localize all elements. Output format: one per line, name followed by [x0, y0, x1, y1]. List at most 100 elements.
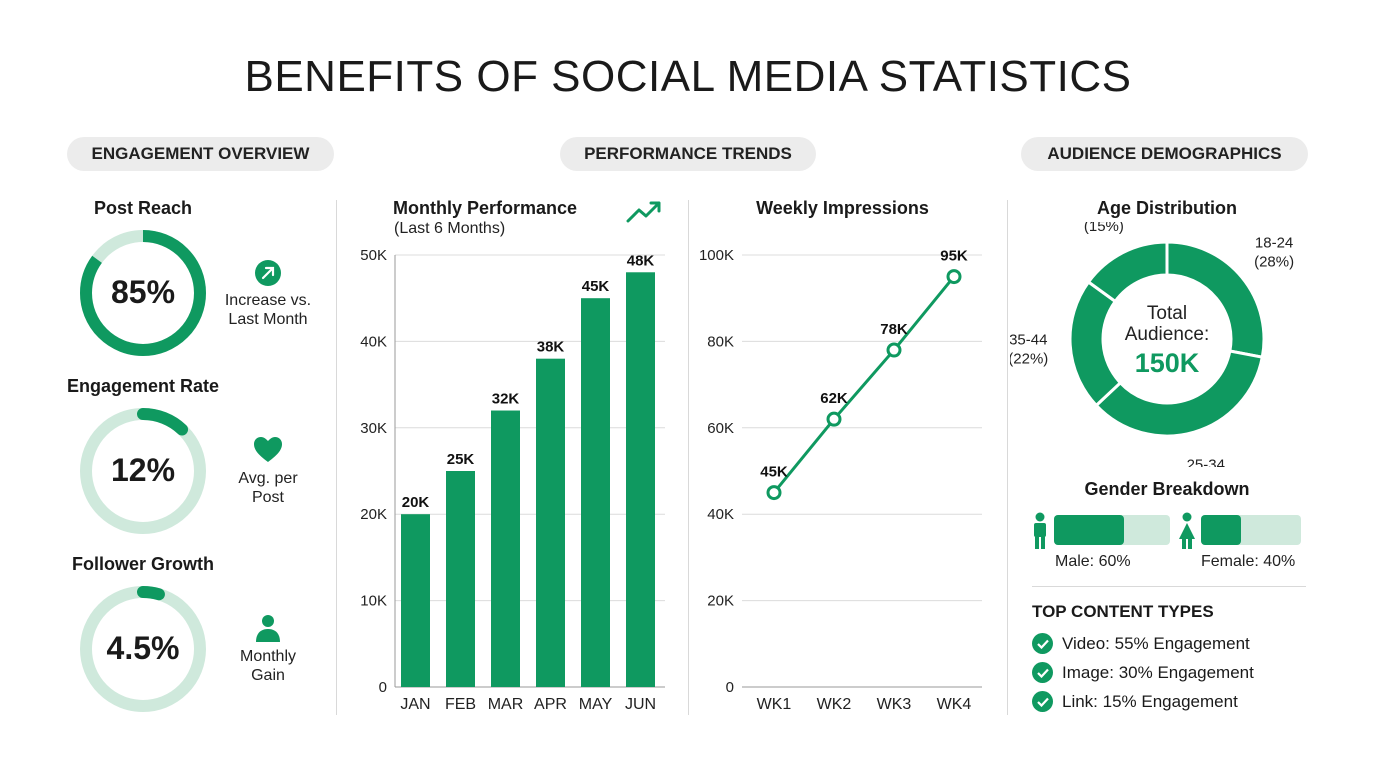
data-point [886, 342, 902, 358]
section-engagement-pill: ENGAGEMENT OVERVIEW [67, 137, 334, 171]
female-label: Female: 40% [1201, 553, 1296, 570]
kpi-note: Avg. per Post [238, 470, 298, 506]
point-data-label: 62K [820, 390, 848, 407]
data-point [946, 269, 962, 285]
y-tick-label: 20K [707, 593, 734, 610]
data-point [766, 485, 782, 501]
page-title: BENEFITS OF SOCIAL MEDIA STATISTICS [244, 52, 1132, 101]
y-tick-label: 0 [379, 679, 387, 696]
kpi-title: Post Reach [93, 198, 193, 218]
series-line [772, 275, 956, 494]
donut-chart: 18-24(28%)25-34(35%)35-44(22%)45+(15%)To… [1010, 222, 1294, 467]
bar-data-label: 32K [492, 391, 520, 408]
center-label: Total [1147, 303, 1187, 324]
point-data-label: 45K [760, 464, 788, 481]
female-bar-fill [1201, 515, 1241, 545]
donut-chart-title: Age Distribution [1097, 198, 1237, 218]
list-item: Image: 30% Engagement [1032, 662, 1254, 683]
kpi-value: 4.5% [106, 630, 180, 666]
divider [1032, 586, 1306, 587]
line-chart-title: Weekly Impressions [756, 198, 929, 218]
bar-chart-subtitle: (Last 6 Months) [394, 220, 506, 237]
x-tick-label: JUN [625, 696, 656, 713]
x-tick-label: WK3 [877, 696, 912, 713]
kpi-ring [80, 230, 206, 356]
male-icon [1034, 512, 1046, 549]
bar [491, 410, 520, 687]
x-tick-label: FEB [445, 696, 476, 713]
kpi-note: Increase vs. Last Month [224, 292, 312, 328]
y-tick-label: 50K [360, 247, 387, 264]
slice-percent-label: (15%) [1084, 222, 1124, 235]
bar-data-label: 45K [582, 278, 610, 295]
x-tick-label: MAY [579, 696, 613, 713]
point-data-label: 78K [880, 321, 908, 338]
y-tick-label: 20K [360, 506, 387, 523]
divider [688, 200, 689, 715]
bar-data-label: 38K [537, 339, 565, 356]
bar [401, 514, 430, 687]
kpi-ring [80, 408, 206, 534]
list-item-label: Link: 15% Engagement [1062, 691, 1238, 711]
slice-percent-label: (28%) [1254, 253, 1294, 270]
top-content-title: TOP CONTENT TYPES [1032, 602, 1214, 621]
list-item: Video: 55% Engagement [1032, 633, 1250, 654]
list-item-label: Video: 55% Engagement [1062, 633, 1250, 653]
y-tick-label: 40K [707, 506, 734, 523]
bar [446, 471, 475, 687]
bar-data-label: 25K [447, 451, 475, 468]
y-tick-label: 80K [707, 333, 734, 350]
bar-data-label: 20K [402, 494, 430, 511]
bar-chart-title: Monthly Performance [393, 198, 578, 218]
heart-icon [254, 437, 282, 462]
bar [581, 298, 610, 687]
y-tick-label: 30K [360, 420, 387, 437]
line-chart: 0 20K 40K 60K 80K 100K 45K WK1 62K WK2 78K WK3 95K WK… [699, 247, 982, 713]
data-point [826, 411, 842, 427]
check-icon [1032, 662, 1053, 683]
male-bar-track [1054, 515, 1170, 545]
kpi-note: Monthly Gain [239, 648, 297, 684]
person-icon [256, 615, 280, 642]
divider [1007, 200, 1008, 715]
point-data-label: 95K [940, 248, 968, 265]
slice-percent-label: (22%) [1010, 351, 1048, 368]
y-tick-label: 10K [360, 593, 387, 610]
y-tick-label: 100K [699, 247, 734, 264]
x-tick-label: WK1 [757, 696, 792, 713]
slice-label: 25-34 [1187, 456, 1225, 467]
kpi-title: Engagement Rate [66, 376, 220, 396]
x-tick-label: WK2 [817, 696, 852, 713]
female-icon [1179, 512, 1195, 549]
bar [536, 358, 565, 687]
center-label: Audience: [1125, 324, 1210, 345]
pie-slice [1086, 240, 1169, 304]
x-tick-label: JAN [400, 696, 430, 713]
y-tick-label: 40K [360, 333, 387, 350]
kpi-ring [80, 586, 206, 712]
male-label: Male: 60% [1055, 553, 1131, 570]
slice-label: 18-24 [1255, 234, 1293, 251]
kpi-value: 12% [110, 452, 176, 488]
x-tick-label: APR [534, 696, 567, 713]
slice-label: 35-44 [1010, 332, 1047, 349]
female-bar-track [1201, 515, 1301, 545]
kpi-value: 85% [110, 274, 176, 310]
bar-data-label: 48K [627, 252, 655, 269]
bar-chart: 0 10K 20K 30K 40K 50K 20K JAN 25K FEB 32K MAR 38K APR… [360, 247, 665, 713]
check-icon [1032, 633, 1053, 654]
center-value: 150K [1135, 348, 1200, 378]
check-icon [1032, 691, 1053, 712]
x-tick-label: MAR [488, 696, 524, 713]
x-tick-label: WK4 [937, 696, 972, 713]
list-item-label: Image: 30% Engagement [1062, 662, 1254, 682]
section-performance-pill: PERFORMANCE TRENDS [560, 137, 816, 171]
y-tick-label: 0 [726, 679, 734, 696]
male-bar-fill [1054, 515, 1124, 545]
arrow-up-right-icon [255, 260, 281, 286]
kpi-title: Follower Growth [72, 554, 214, 574]
y-tick-label: 60K [707, 420, 734, 437]
trend-up-icon [626, 201, 661, 223]
bar [626, 272, 655, 687]
list-item: Link: 15% Engagement [1032, 691, 1238, 712]
